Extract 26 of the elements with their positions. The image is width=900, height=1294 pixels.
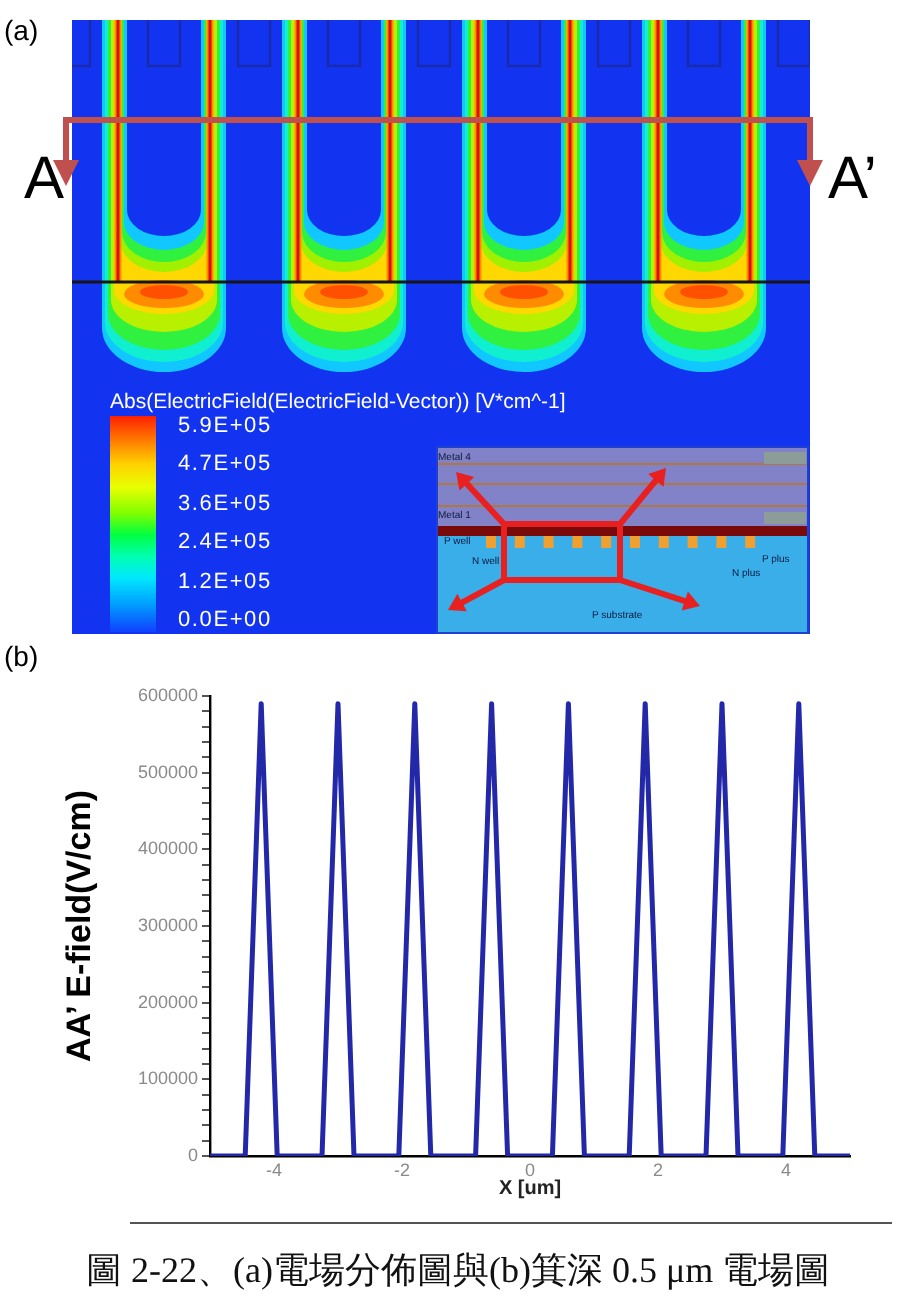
x-tick-label: 4: [780, 1159, 792, 1180]
y-tick-label: 300000: [137, 914, 198, 935]
text: 2.4E+05: [178, 530, 272, 554]
text: A: [24, 146, 65, 212]
text: 3.6E+05: [178, 491, 272, 515]
text: 0.0E+00: [178, 608, 272, 632]
y-tick-label: 100000: [137, 1068, 198, 1089]
x-tick-label: -2: [393, 1159, 411, 1180]
y-axis-title: AA’ E-field(V/cm): [59, 789, 98, 1063]
y-tick-label: 600000: [137, 684, 198, 705]
x-tick-label: 0: [524, 1159, 536, 1180]
y-tick-label: 500000: [137, 761, 198, 782]
x-tick-label: 2: [652, 1159, 664, 1180]
caption: 圖 2-22、(a)電場分佈圖與(b)箕深 0.5 μm 電場圖: [86, 1250, 831, 1290]
chart-title: (b): [4, 640, 39, 672]
x-tick-label: -4: [265, 1159, 283, 1180]
y-tick-label: 200000: [137, 991, 198, 1012]
text: 5.9E+05: [178, 413, 272, 437]
text: A’: [828, 146, 877, 212]
x-axis-title: X [um]: [498, 1177, 562, 1200]
text: 4.7E+05: [178, 452, 272, 476]
color-bar-title: Abs(ElectricField(ElectricField-Vector)) [V*cm^-1]: [110, 390, 566, 414]
y-tick-label: 0: [187, 1144, 198, 1165]
text: 1.2E+05: [178, 569, 272, 593]
text: (a): [4, 14, 39, 46]
y-tick-label: 400000: [137, 838, 198, 859]
